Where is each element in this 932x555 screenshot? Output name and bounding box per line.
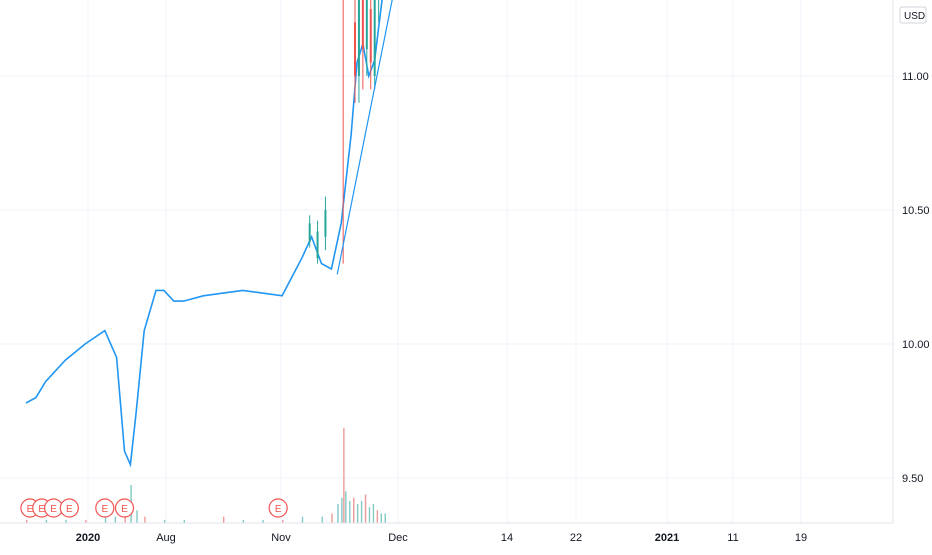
- volume-bar: [353, 497, 355, 523]
- volume-bar: [85, 519, 87, 523]
- y-tick-label: 11.00: [902, 71, 929, 83]
- volume-bar: [26, 519, 28, 523]
- earnings-marker-label: E: [275, 504, 282, 515]
- y-tick-label: 9.50: [902, 473, 923, 485]
- earnings-marker[interactable]: [114, 498, 135, 518]
- volume-bar: [331, 513, 333, 523]
- earnings-marker[interactable]: [95, 498, 115, 518]
- earnings-marker[interactable]: [59, 498, 79, 518]
- volume-bar: [343, 428, 345, 523]
- volume-bar: [337, 504, 339, 523]
- y-tick-label: 10.50: [902, 205, 930, 217]
- volume-bar: [242, 519, 245, 523]
- grid: [0, 0, 893, 523]
- x-tick-label: 19: [795, 532, 807, 544]
- volume-bar: [262, 519, 264, 523]
- x-tick-label: 11: [727, 532, 738, 544]
- y-tick-label: 10.00: [902, 339, 930, 351]
- volume-bar: [104, 513, 107, 523]
- x-tick-label: Dec: [388, 532, 408, 544]
- volume-bar: [144, 516, 146, 523]
- x-tick-label: 2020: [76, 532, 100, 544]
- candle-body: [316, 231, 319, 259]
- candle-body: [361, 0, 364, 50]
- volume-bar: [368, 507, 371, 523]
- volume-bar: [376, 510, 379, 523]
- candle-body: [373, 0, 376, 77]
- currency-badge[interactable]: [899, 6, 927, 24]
- volume-bar: [345, 491, 347, 523]
- volume-bar: [341, 497, 343, 523]
- volume-bar: [384, 513, 386, 523]
- volume-bar: [136, 510, 138, 523]
- price-series: [25, 0, 457, 468]
- trend-line[interactable]: [336, 0, 457, 275]
- candle-body: [365, 0, 368, 50]
- x-tick-label: Nov: [271, 532, 291, 544]
- volume-bar: [65, 519, 67, 523]
- earnings-marker-label: E: [66, 504, 73, 515]
- volume-bar: [356, 504, 359, 523]
- candle-body: [353, 22, 356, 76]
- volume-bar: [223, 516, 225, 523]
- x-tick-label: Aug: [156, 532, 176, 544]
- earnings-marker-label: E: [50, 504, 57, 515]
- volume-bar: [183, 519, 185, 523]
- volume-bar: [364, 494, 367, 523]
- candle-body: [324, 210, 327, 237]
- earnings-marker-label: E: [27, 504, 34, 515]
- candle-body: [357, 0, 360, 76]
- x-tick-label: 14: [501, 532, 513, 544]
- volume-bar: [372, 504, 375, 523]
- axes: 9.5010.0010.5011.0011.5012.0012.5013.00U…: [0, 0, 930, 544]
- volume-bar: [114, 516, 117, 523]
- volume-bar: [321, 516, 323, 523]
- x-tick-label: 2021: [655, 532, 679, 544]
- volume-bar: [282, 519, 284, 523]
- volume-bar: [163, 519, 166, 523]
- earnings-marker-label: E: [121, 504, 128, 515]
- volume-bar: [360, 500, 363, 523]
- volume-bar: [380, 513, 382, 523]
- volume-bars: [26, 428, 386, 523]
- volume-bar: [45, 519, 48, 523]
- x-tick-label: 22: [570, 532, 582, 544]
- earnings-marker-label: E: [101, 504, 108, 515]
- candle-body: [308, 223, 311, 243]
- volume-bar: [301, 516, 304, 523]
- candle-body: [369, 9, 372, 63]
- earnings-marker-label: E: [38, 504, 45, 515]
- moving-average-line: [25, 0, 383, 468]
- earnings-marker[interactable]: [268, 498, 288, 518]
- currency-label: USD: [904, 11, 925, 22]
- volume-bar: [349, 500, 351, 523]
